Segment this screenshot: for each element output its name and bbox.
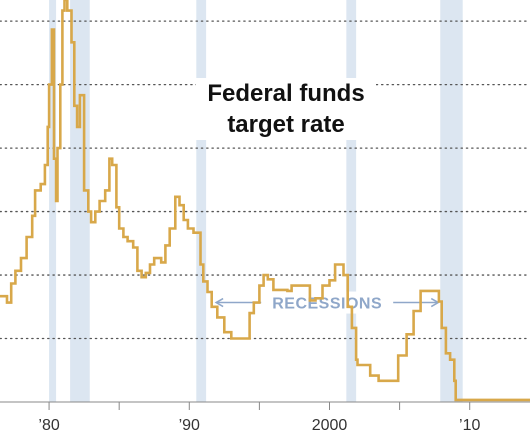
rate-series — [0, 0, 530, 402]
recession-band-4 — [346, 0, 357, 402]
recession-band-3 — [196, 0, 207, 402]
recession-band-1 — [49, 0, 57, 402]
x-tick-label-3: ’90 — [179, 417, 200, 434]
recessions-label-group: RECESSIONS — [264, 291, 391, 314]
rate-line-1 — [0, 0, 530, 402]
x-tick-label-5: 2000 — [312, 417, 348, 434]
recession-band-5 — [440, 0, 463, 402]
recessions-label-background — [264, 291, 391, 314]
chart-title-line-1: Federal funds — [207, 80, 364, 107]
x-axis: ’80 ’90 2000 ’10 — [0, 401, 530, 434]
chart-title-line-2: target rate — [227, 111, 344, 138]
recessions-label: RECESSIONS — [272, 296, 382, 313]
x-tick-label-7: ’10 — [459, 417, 480, 434]
chart-title: Federal funds target rate — [196, 78, 376, 140]
x-tick-label-1: ’80 — [38, 417, 59, 434]
chart-title-background — [196, 78, 376, 140]
recessions-arrowhead-left — [214, 297, 224, 308]
gridlines — [0, 20, 530, 340]
recession-bands — [49, 0, 463, 402]
